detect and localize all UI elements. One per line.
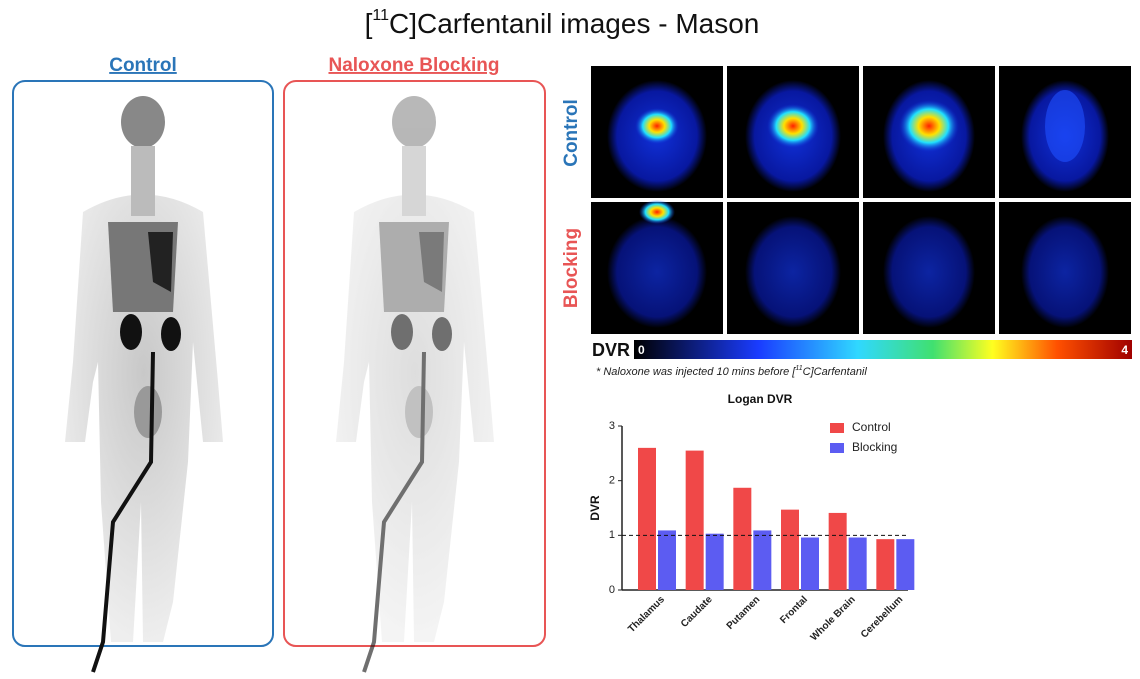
bar <box>828 512 847 590</box>
y-axis-label: DVR <box>588 495 602 521</box>
uptake-region <box>1045 90 1085 162</box>
footnote: * Naloxone was injected 10 mins before [… <box>596 365 867 378</box>
y-tick-label: 1 <box>609 529 615 541</box>
brain-tissue <box>745 216 841 328</box>
uptake-hotspot <box>899 100 959 152</box>
colorbar-max: 4 <box>1121 343 1128 357</box>
bar <box>685 450 704 590</box>
x-tick-label: Frontal <box>778 594 810 626</box>
footnote-part: C]Carfentanil <box>803 366 868 378</box>
bar <box>876 539 895 590</box>
bar <box>848 537 867 590</box>
bar <box>753 530 772 590</box>
y-tick-label: 0 <box>609 584 615 596</box>
panel-label: Naloxone Blocking <box>328 55 499 76</box>
brain-tissue <box>1021 216 1109 328</box>
brain-tissue <box>607 216 707 328</box>
legend-swatch <box>830 423 844 433</box>
x-tick-label: Putamen <box>725 594 763 632</box>
row-label: Control <box>561 99 582 167</box>
x-tick-label: Cerebellum <box>859 594 905 640</box>
uptake-hotspot <box>767 104 819 148</box>
title-part: C]Carfentanil images - Mason <box>389 8 759 39</box>
bar <box>638 447 656 590</box>
legend-swatch <box>830 443 844 453</box>
legend-label: Control <box>852 420 891 434</box>
slide-title: [11C]Carfentanil images - Mason <box>365 7 760 39</box>
bar <box>801 537 819 590</box>
uptake-hotspot <box>639 200 675 224</box>
footnote-part: * Naloxone was injected 10 mins before [ <box>596 366 796 378</box>
footnote-sup: 11 <box>795 365 802 372</box>
title-part: [ <box>365 8 373 39</box>
brain-tissue <box>883 216 975 328</box>
legend-label: Blocking <box>852 440 897 454</box>
x-tick-label: Thalamus <box>626 594 667 635</box>
colorbar <box>634 340 1132 359</box>
bar <box>705 533 724 590</box>
x-tick-label: Whole Brain <box>809 594 858 643</box>
uptake-hotspot <box>635 108 679 144</box>
y-tick-label: 2 <box>609 475 615 487</box>
panel-label: Control <box>109 55 177 76</box>
bar <box>781 509 799 590</box>
bar <box>896 539 915 590</box>
bar <box>733 487 752 590</box>
bar-chart: Logan DVR DVR 0 1 2 3 Thalamus Caudate Putamen… <box>588 392 915 643</box>
y-tick-label: 3 <box>609 420 615 432</box>
brain-images <box>591 66 1131 334</box>
colorbar-label: DVR <box>592 340 630 360</box>
bar <box>658 530 676 590</box>
colorbar-min: 0 <box>638 343 645 357</box>
x-tick-label: Caudate <box>679 594 715 630</box>
chart-title: Logan DVR <box>728 392 793 406</box>
title-sup: 11 <box>372 7 389 24</box>
row-label: Blocking <box>561 228 582 308</box>
